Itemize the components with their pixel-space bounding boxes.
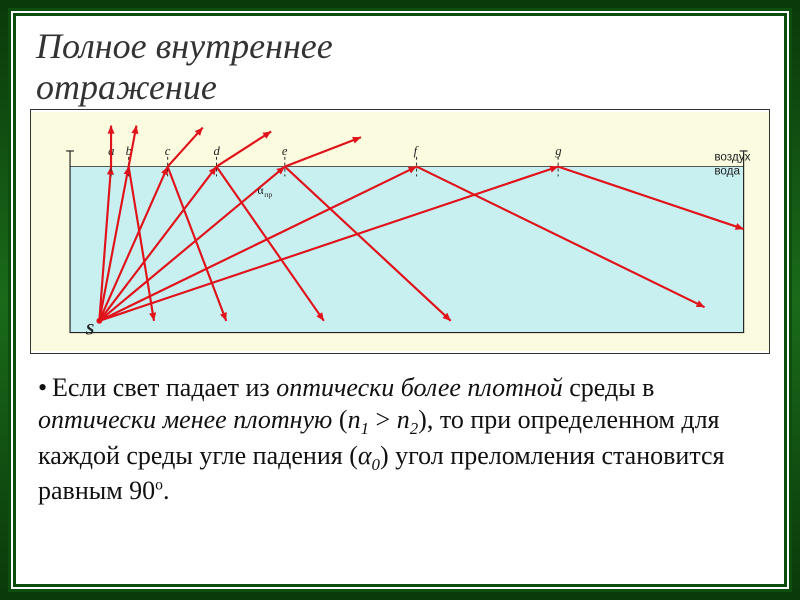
bullet: • [38,372,52,405]
svg-text:воздух: воздух [714,151,750,164]
svg-text:d: d [214,144,221,158]
svg-text:e: e [282,144,288,158]
svg-text:пр: пр [264,190,272,199]
svg-text:g: g [555,144,561,158]
page-title: Полное внутреннее отражение [16,16,784,109]
explanation-text: •Если свет падает из оптически более пло… [16,354,784,508]
svg-text:S: S [86,321,95,338]
title-line-2: отражение [36,67,217,107]
svg-text:α: α [257,184,263,197]
svg-text:вода: вода [714,164,740,177]
title-line-1: Полное внутреннее [36,26,333,66]
diagram-svg: Sabcdeαпрfgвоздухвода [31,110,769,353]
svg-text:c: c [165,144,171,158]
refraction-diagram: Sabcdeαпрfgвоздухвода [30,109,770,354]
